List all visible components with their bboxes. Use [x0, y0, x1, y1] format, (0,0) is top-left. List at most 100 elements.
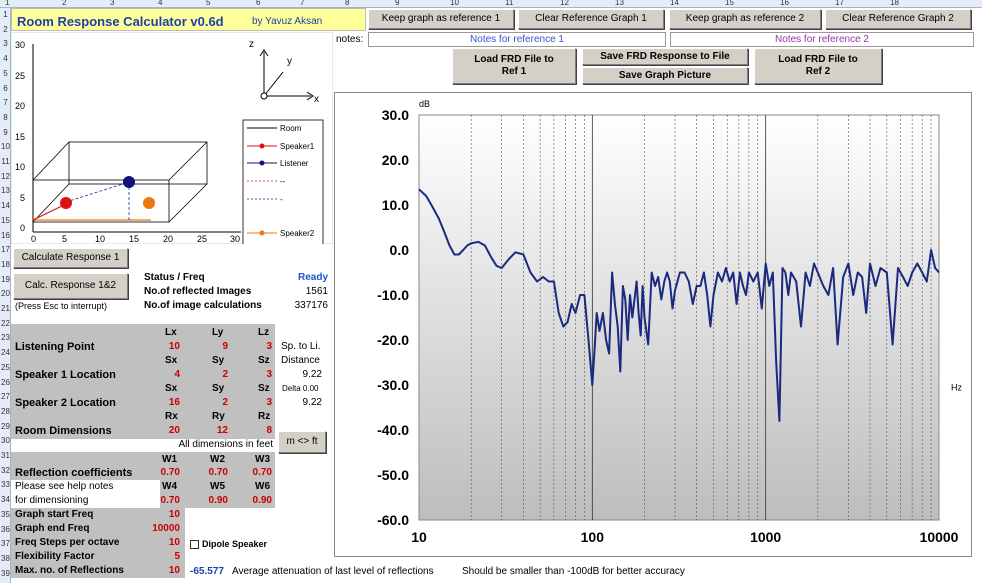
listening-x[interactable]: 10	[168, 341, 180, 352]
legend-room: Room	[280, 124, 302, 133]
y-tick-label: -30.0	[377, 377, 409, 393]
accuracy-text: Should be smaller than -100dB for better…	[462, 566, 685, 577]
room-plot: 30 25 20 15 10 5 0 0 5 10 15 20 25 30	[11, 32, 333, 244]
row-header-label: 7	[3, 98, 8, 108]
row-header-label: 19	[1, 274, 10, 284]
row-header-label: 37	[1, 539, 10, 549]
room-xtick: 30	[230, 234, 240, 244]
hdr-ry: Ry	[212, 411, 225, 422]
w1-value[interactable]: 0.70	[160, 467, 180, 478]
x-tick-label: 1000	[750, 529, 781, 545]
row-header-label: 1	[3, 10, 8, 19]
notes-ref1-field[interactable]: Notes for reference 1	[368, 32, 666, 47]
row-header-label: 30	[1, 436, 10, 446]
column-header-label: 4	[158, 0, 163, 7]
help-note-1: Please see help notes	[15, 481, 114, 492]
column-header-label: 14	[670, 0, 679, 7]
speaker1-distance: 9.22	[302, 369, 322, 380]
y-tick-label: -20.0	[377, 332, 409, 348]
w3-value[interactable]: 0.70	[252, 467, 272, 478]
legend-speaker2: Speaker2	[280, 229, 315, 238]
column-header-label: 16	[780, 0, 789, 7]
row-header-label: 29	[1, 421, 10, 431]
legend-line5: -	[280, 195, 283, 204]
x-tick-label: 10	[411, 529, 427, 545]
row-header-label: 23	[1, 333, 10, 343]
hdr-w6: W6	[255, 481, 270, 492]
room-x[interactable]: 20	[168, 425, 180, 436]
keep-ref2-button[interactable]: Keep graph as reference 2	[669, 9, 821, 29]
graph-params-panel	[11, 508, 185, 578]
room-x-ticks: 0 5 10 15 20 25 30	[31, 234, 240, 244]
hdr-sx2: Sx	[165, 383, 178, 394]
w5-value[interactable]: 0.90	[208, 495, 228, 506]
column-header-label: 5	[206, 0, 211, 7]
title-cell: Room Response Calculator v0.6d by Yavuz …	[11, 8, 366, 31]
row-header-label: 27	[1, 392, 10, 402]
load-frd-ref1-button[interactable]: Load FRD File to Ref 1	[452, 48, 576, 84]
m-ft-toggle-button[interactable]: m <> ft	[278, 431, 326, 453]
speaker1-y[interactable]: 2	[222, 369, 228, 380]
flex-label: Flexibility Factor	[15, 551, 95, 562]
listening-z[interactable]: 3	[266, 341, 272, 352]
graph-end-value[interactable]: 10000	[152, 523, 180, 534]
dipole-checkbox[interactable]	[190, 540, 199, 549]
listening-label: Listening Point	[15, 341, 95, 353]
column-header-label: 6	[256, 0, 261, 7]
speaker2-z[interactable]: 3	[266, 397, 272, 408]
w4-value[interactable]: 0.70	[160, 495, 180, 506]
notes-ref2-field[interactable]: Notes for reference 2	[670, 32, 974, 47]
max-refl-value[interactable]: 10	[168, 565, 180, 576]
clear-ref1-button[interactable]: Clear Reference Graph 1	[518, 9, 664, 29]
hdr-w2: W2	[210, 454, 225, 465]
room-xtick: 5	[62, 234, 67, 244]
save-graph-picture-button[interactable]: Save Graph Picture	[582, 67, 748, 84]
room-z[interactable]: 8	[266, 425, 272, 436]
hdr-ly: Ly	[212, 327, 224, 338]
room-box	[32, 141, 208, 223]
room-y[interactable]: 12	[216, 425, 228, 436]
speaker1-x[interactable]: 4	[174, 369, 180, 380]
save-frd-button[interactable]: Save FRD Response to File	[582, 48, 748, 65]
load-frd-ref2-button[interactable]: Load FRD File to Ref 2	[754, 48, 882, 84]
clear-ref2-button[interactable]: Clear Reference Graph 2	[825, 9, 971, 29]
notes-label: notes:	[336, 34, 364, 45]
speaker2-y[interactable]: 2	[222, 397, 228, 408]
speaker2-marker	[143, 197, 155, 209]
speaker1-label: Speaker 1 Location	[15, 369, 116, 381]
keep-ref1-button[interactable]: Keep graph as reference 1	[368, 9, 514, 29]
hdr-w3: W3	[255, 454, 270, 465]
flex-value[interactable]: 5	[174, 551, 180, 562]
room-xtick: 0	[31, 234, 36, 244]
w6-value[interactable]: 0.90	[252, 495, 272, 506]
row-header-label: 8	[3, 112, 8, 122]
axis-label-y: y	[287, 56, 292, 67]
hdr-sy: Sy	[212, 355, 225, 366]
reflection-panel	[11, 452, 275, 480]
w2-value[interactable]: 0.70	[208, 467, 228, 478]
room-ytick: 0	[20, 223, 25, 233]
response-series-line	[418, 188, 940, 422]
steps-value[interactable]: 10	[168, 537, 180, 548]
row-header-label: 10	[1, 142, 10, 152]
reflection-label: Reflection coefficients	[15, 467, 133, 479]
calculate-response1-button[interactable]: Calculate Response 1	[13, 248, 128, 268]
hdr-w5: W5	[210, 481, 225, 492]
y-tick-label: -10.0	[377, 287, 409, 303]
calc-response12-button[interactable]: Calc. Response 1&2	[13, 273, 128, 299]
row-header-label: 22	[1, 318, 10, 328]
room-xtick: 15	[129, 234, 139, 244]
app-title: Room Response Calculator v0.6d	[17, 14, 224, 29]
esc-note: (Press Esc to interrupt)	[15, 301, 108, 311]
row-header-label: 31	[1, 451, 10, 460]
listening-y[interactable]: 9	[222, 341, 228, 352]
legend-listener: Listener	[280, 159, 309, 168]
graph-start-value[interactable]: 10	[168, 509, 180, 520]
row-header-label: 33	[1, 480, 10, 490]
speaker1-z[interactable]: 3	[266, 369, 272, 380]
hdr-sz2: Sz	[258, 383, 270, 394]
calcs-value: 337176	[294, 300, 328, 311]
room-ytick: 25	[15, 71, 25, 81]
speaker2-x[interactable]: 16	[168, 397, 180, 408]
listener-marker	[123, 176, 135, 188]
